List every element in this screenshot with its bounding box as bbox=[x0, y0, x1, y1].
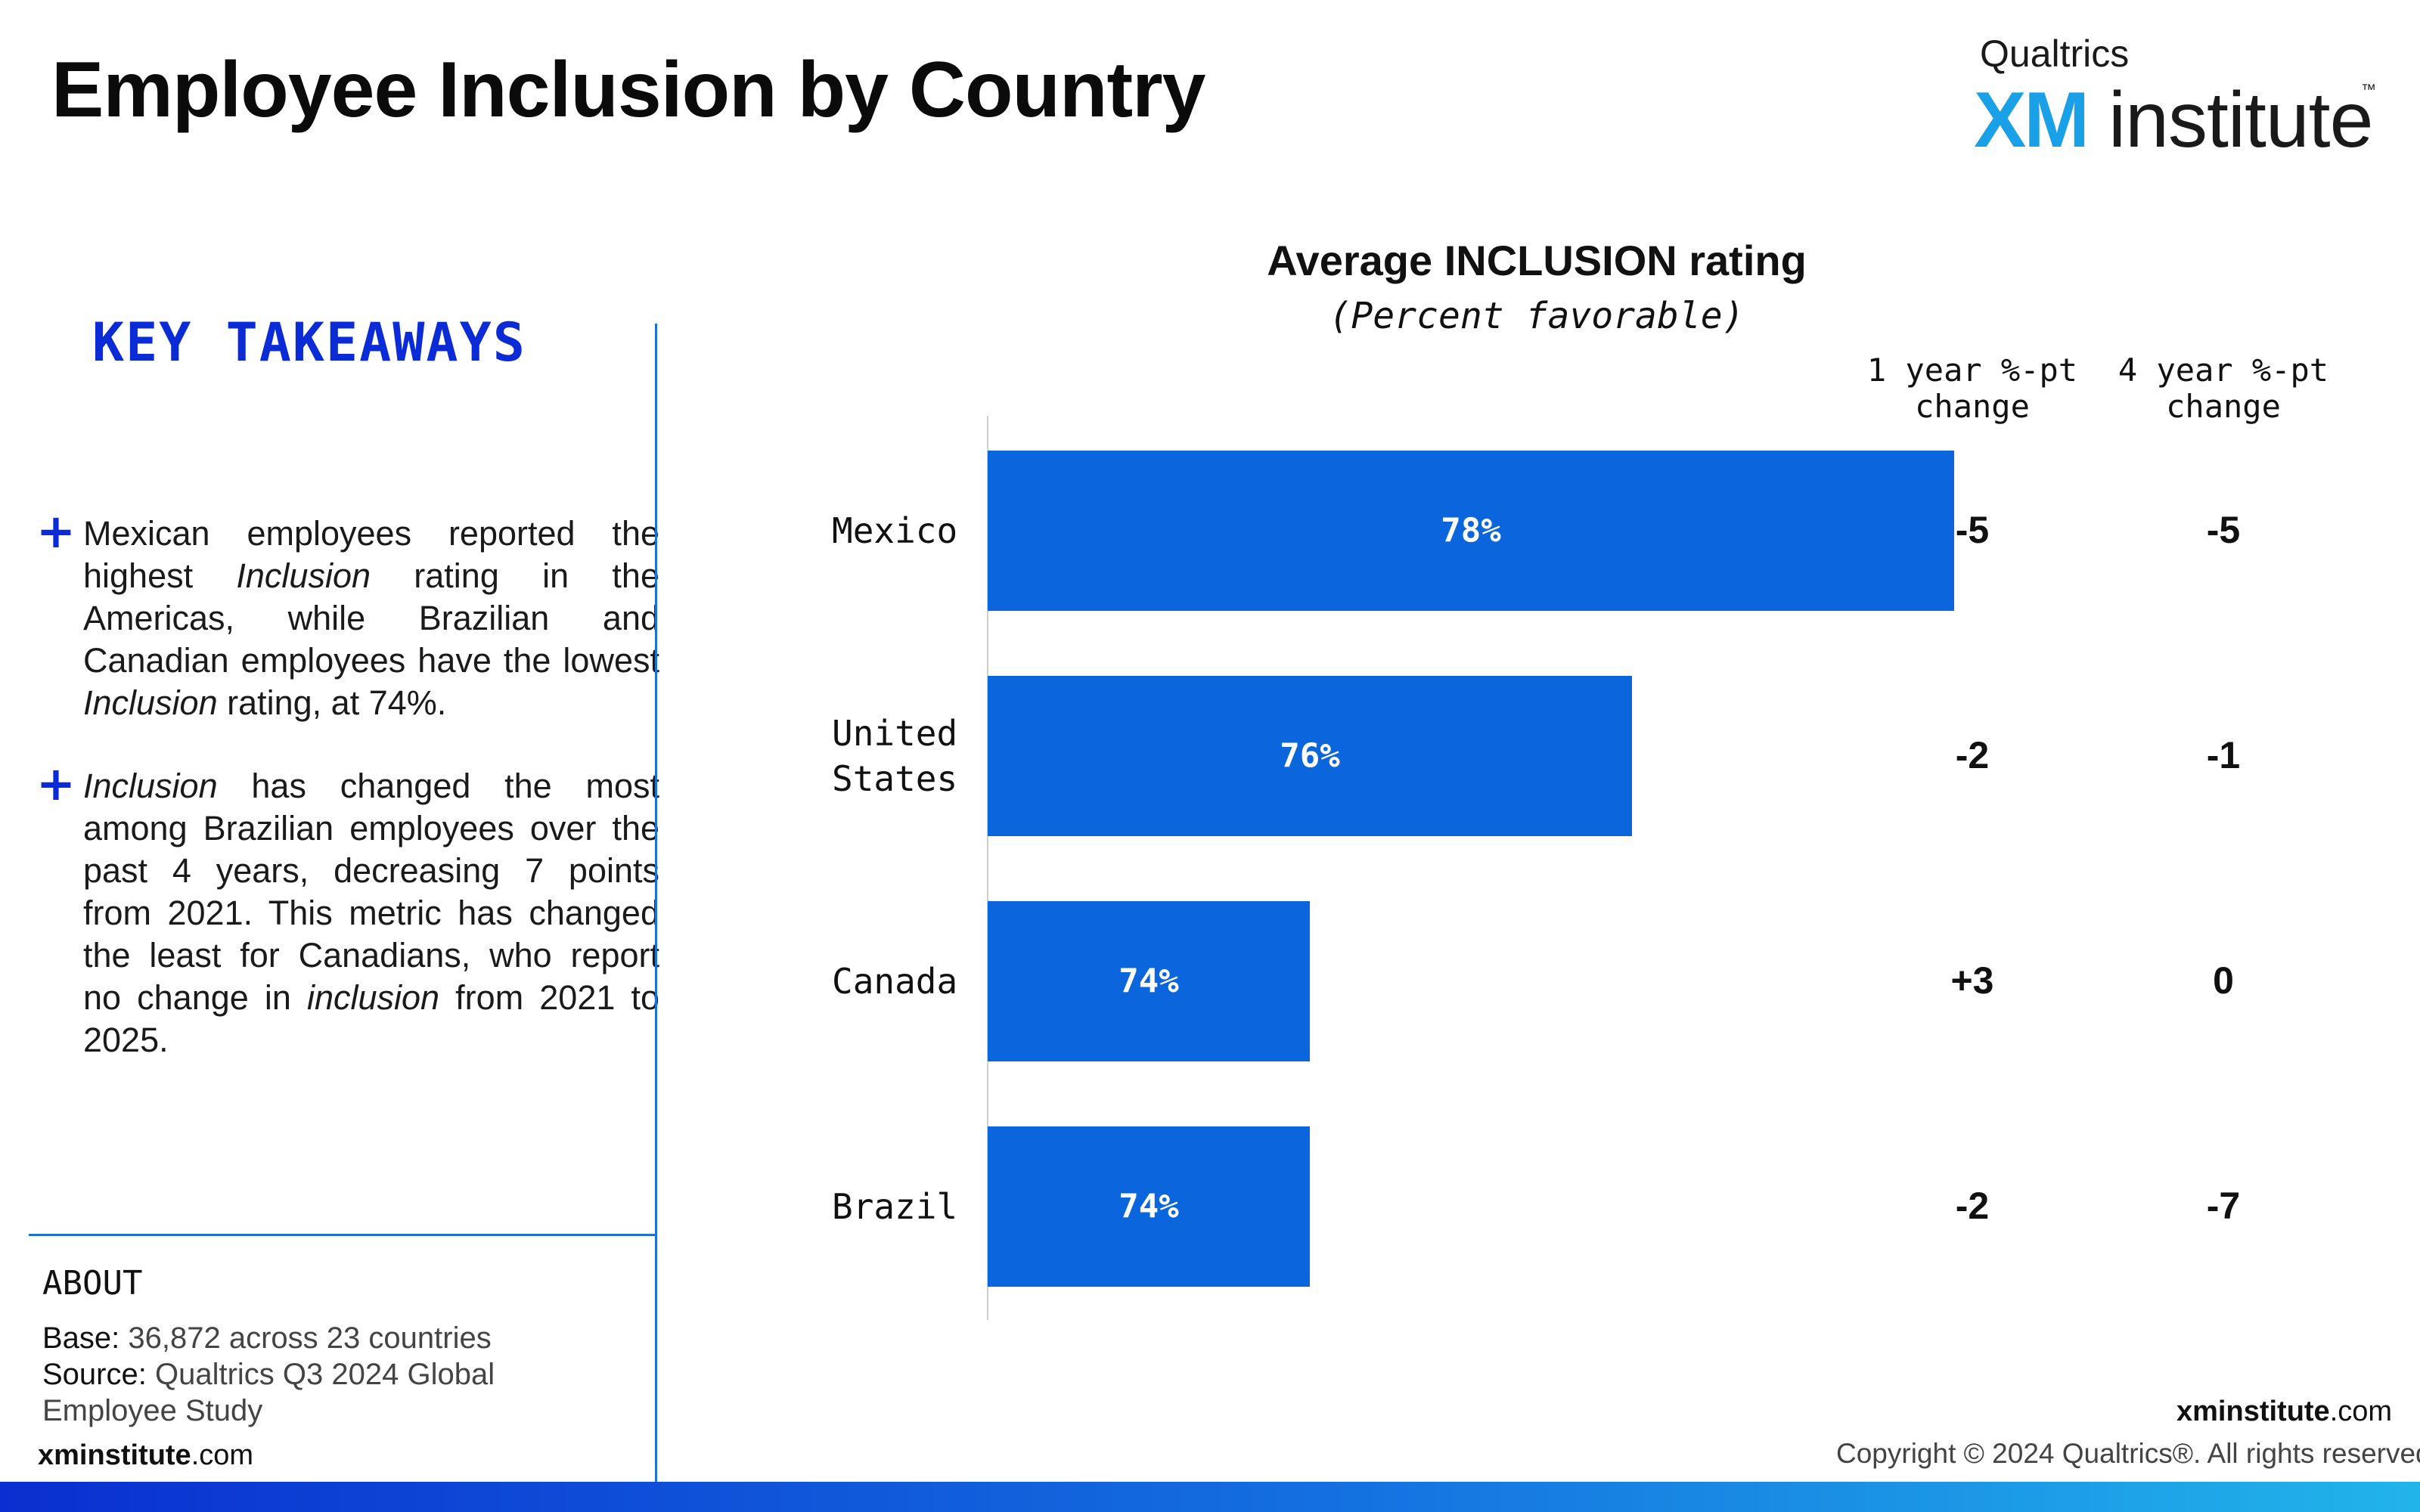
about-base-label: Base: bbox=[42, 1321, 120, 1355]
takeaway-item-1: Mexican employees reported the highest I… bbox=[83, 513, 659, 724]
category-label: United States bbox=[832, 711, 983, 801]
bar-value-label: 74% bbox=[1118, 962, 1179, 1001]
site-name-suffix: .com bbox=[191, 1439, 254, 1471]
takeaway-2-text-b: from 2021 to 2025. bbox=[83, 978, 659, 1059]
logo-qualtrics-text: Qualtrics bbox=[1980, 33, 2130, 75]
column-header-1-line-2: change bbox=[1915, 388, 2030, 425]
about-source: Source: Qualtrics Q3 2024 Global Employe… bbox=[42, 1356, 632, 1429]
column-header-1-year: 1 year %-pt change bbox=[1851, 352, 2093, 425]
horizontal-divider bbox=[29, 1234, 656, 1236]
about-heading: ABOUT bbox=[42, 1264, 143, 1303]
bar bbox=[988, 1126, 1310, 1287]
about-base-value: 36,872 across 23 countries bbox=[119, 1321, 492, 1355]
takeaway-2-text-a: has changed the most among Brazilian emp… bbox=[83, 767, 659, 1017]
change-value: -2 bbox=[1955, 734, 1990, 776]
site-name-bold: xminstitute bbox=[2176, 1396, 2330, 1427]
bar bbox=[988, 676, 1632, 836]
logo-institute-text: institute bbox=[2108, 76, 2373, 164]
plus-bullet-icon: + bbox=[36, 756, 76, 811]
bar bbox=[988, 451, 1954, 611]
chart-title: Average INCLUSION rating bbox=[1267, 237, 1807, 284]
vertical-divider bbox=[655, 324, 657, 1482]
bar-value-label: 78% bbox=[1441, 511, 1501, 550]
category-label: Mexico bbox=[832, 508, 983, 553]
column-header-4-year: 4 year %-pt change bbox=[2102, 352, 2344, 425]
site-name-suffix: .com bbox=[2329, 1396, 2393, 1427]
category-label-line: United bbox=[832, 713, 958, 754]
bottom-gradient-bar bbox=[0, 1482, 2420, 1512]
about-base: Base: 36,872 across 23 countries bbox=[42, 1320, 632, 1356]
copyright-notice: Copyright © 2024 Qualtrics®. All rights … bbox=[1836, 1438, 2420, 1469]
takeaway-2-emphasis-b: inclusion bbox=[306, 978, 440, 1017]
site-name-bold: xminstitute bbox=[38, 1439, 191, 1471]
about-source-label: Source: bbox=[42, 1358, 147, 1391]
bar bbox=[988, 901, 1310, 1061]
takeaway-1-text-c: rating, at 74%. bbox=[217, 683, 447, 722]
takeaway-1-text-b: rating in the Americas, while Brazilian … bbox=[83, 556, 659, 680]
page-title: Employee Inclusion by Country bbox=[51, 46, 1205, 134]
change-value: -7 bbox=[2206, 1185, 2241, 1227]
category-label-line: Canada bbox=[832, 961, 958, 1002]
category-label: Canada bbox=[832, 959, 983, 1004]
xm-institute-logo: Qualtrics XM institute ™ bbox=[1974, 29, 2382, 164]
takeaway-item-2: Inclusion has changed the most among Bra… bbox=[83, 765, 659, 1061]
category-label-line: Mexico bbox=[832, 510, 958, 551]
category-label-line: States bbox=[832, 758, 958, 799]
change-value: -5 bbox=[1955, 509, 1990, 551]
column-header-4-line-1: 4 year %-pt bbox=[2118, 352, 2329, 389]
logo-trademark: ™ bbox=[2361, 82, 2376, 98]
change-value: +3 bbox=[1950, 959, 1994, 1002]
plus-bullet-icon: + bbox=[36, 503, 76, 559]
category-label: Brazil bbox=[832, 1184, 983, 1229]
takeaway-1-emphasis-b: Inclusion bbox=[83, 683, 218, 722]
chart-axis-line bbox=[987, 416, 988, 1320]
takeaway-2-emphasis-a: Inclusion bbox=[83, 767, 218, 805]
logo-xm-text: XM bbox=[1974, 76, 2090, 164]
change-value: -5 bbox=[2206, 509, 2241, 551]
chart-subtitle: (Percent favorable) bbox=[1329, 295, 1745, 337]
column-header-4-line-2: change bbox=[2166, 388, 2281, 425]
category-label-line: Brazil bbox=[832, 1186, 958, 1227]
takeaway-1-emphasis-a: Inclusion bbox=[236, 556, 371, 595]
change-value: -1 bbox=[2206, 734, 2241, 776]
about-source-value: Qualtrics Q3 2024 Global Employee Study bbox=[42, 1358, 495, 1427]
bar-value-label: 76% bbox=[1280, 736, 1340, 776]
bar-value-label: 74% bbox=[1118, 1187, 1179, 1226]
column-header-1-line-1: 1 year %-pt bbox=[1866, 352, 2078, 389]
change-value: -2 bbox=[1955, 1185, 1990, 1227]
footer-site-link-left[interactable]: xminstitute.com bbox=[38, 1439, 253, 1472]
key-takeaways-heading: KEY TAKEAWAYS bbox=[92, 311, 526, 373]
takeaway-1-text-a: Mexican employees reported the highest bbox=[83, 514, 659, 595]
change-value: 0 bbox=[2213, 959, 2234, 1002]
footer-site-link-right[interactable]: xminstitute.com bbox=[2176, 1396, 2392, 1428]
